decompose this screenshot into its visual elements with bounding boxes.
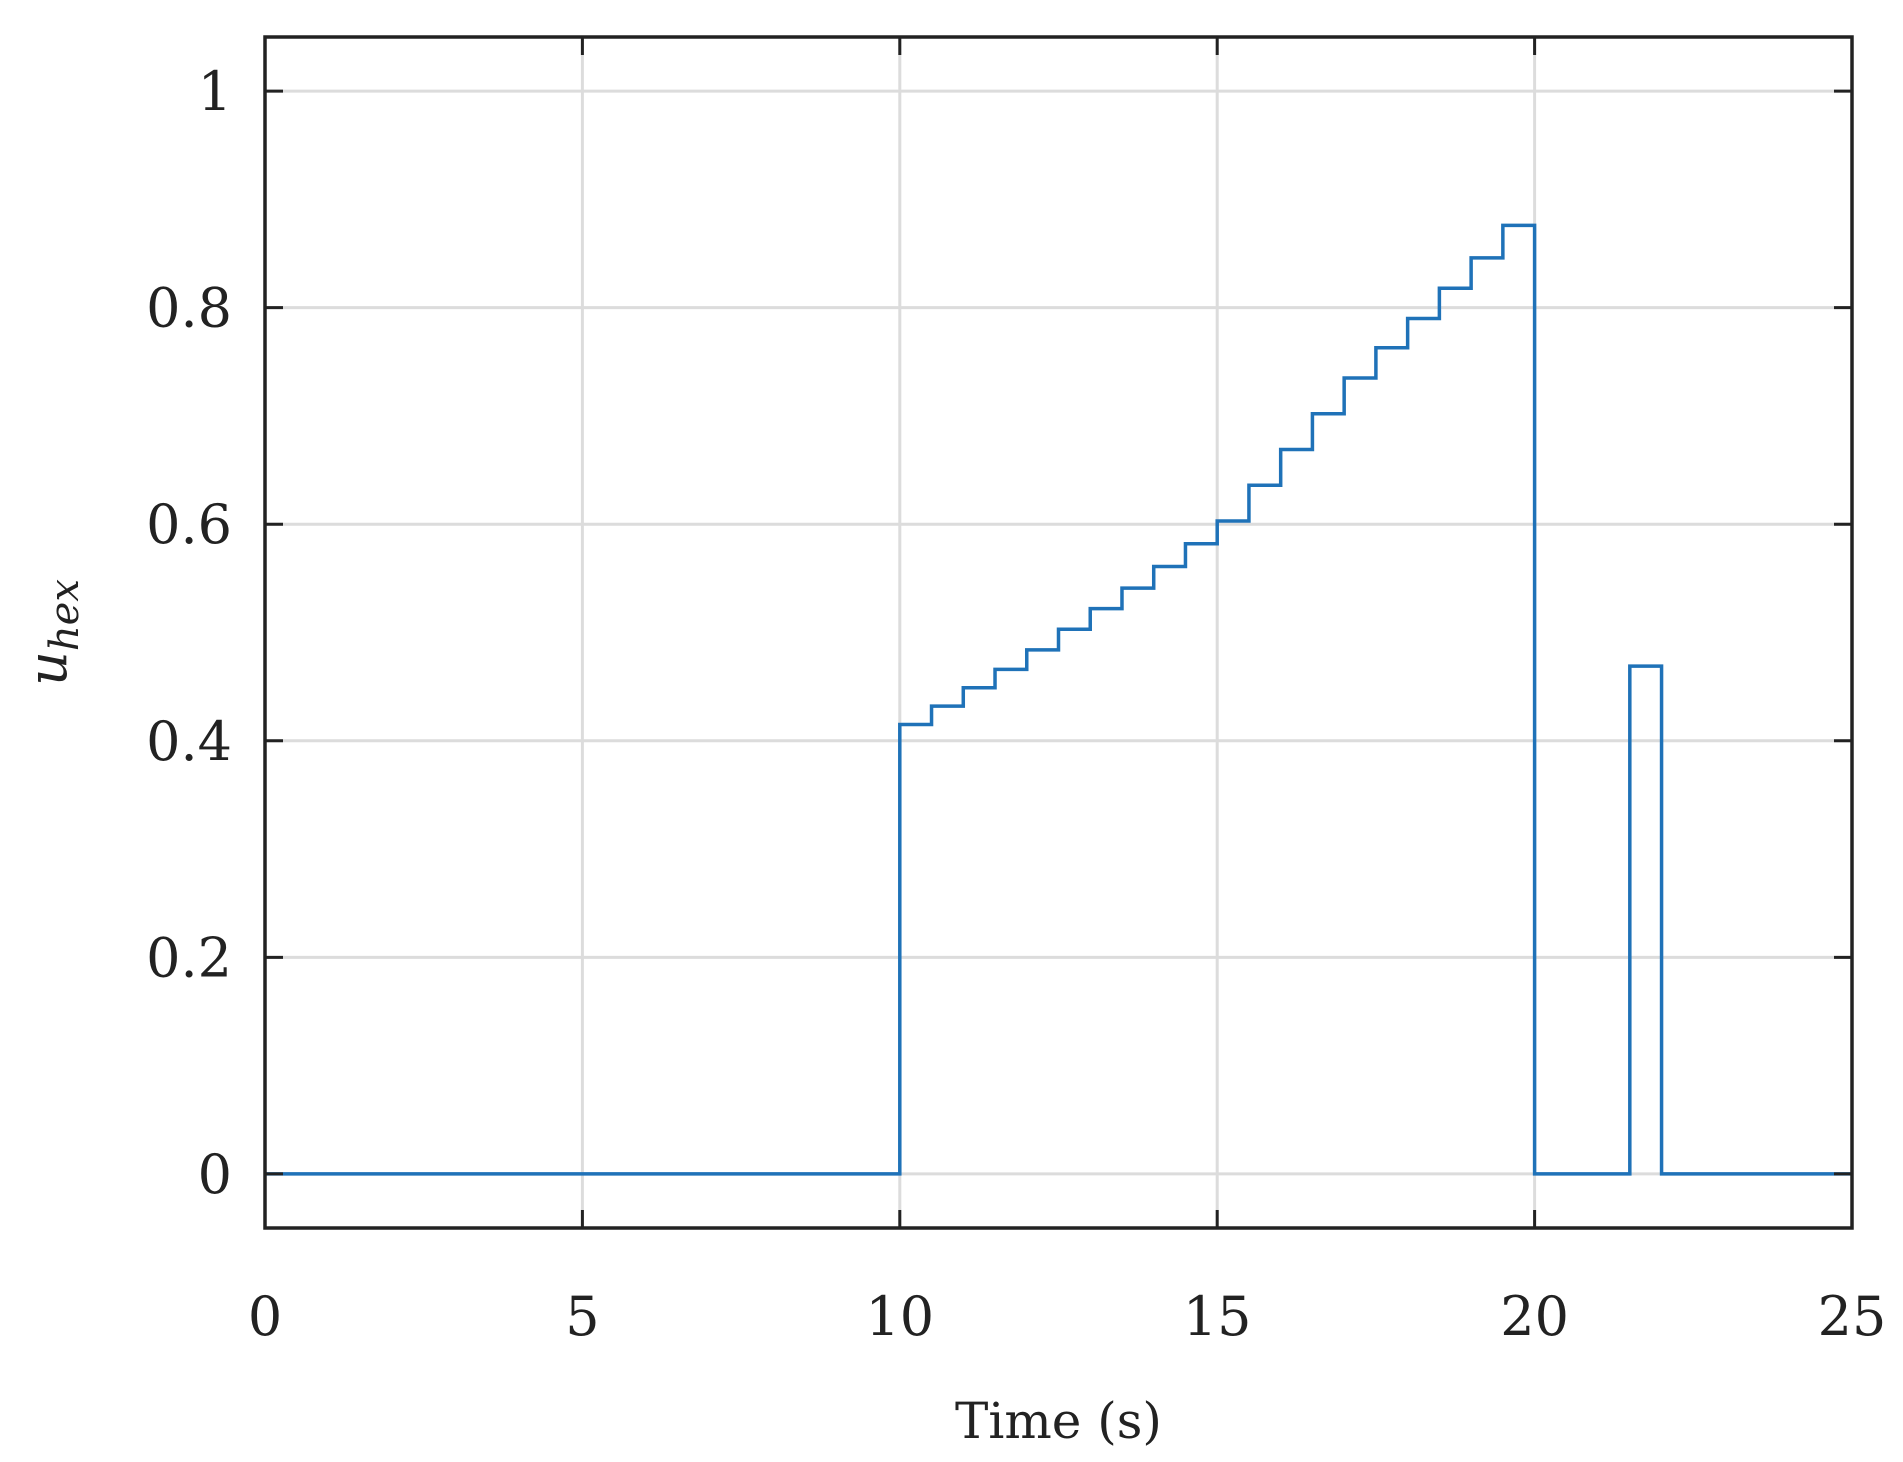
series-layer [265,223,1852,1176]
y-tick-labels: 0 0.2 0.4 0.6 0.8 1 [146,60,232,1206]
y-tick-label: 0.2 [146,926,232,989]
x-tick-label: 20 [1500,1285,1569,1348]
y-tick-label: 0.4 [146,710,232,773]
y-tick-label: 1 [198,60,232,123]
x-tick-label: 10 [865,1285,934,1348]
y-tick-label: 0 [198,1143,232,1206]
x-tick-label: 25 [1818,1285,1887,1348]
x-axis-label: Time (s) [955,1392,1162,1450]
y-tick-label: 0.6 [146,493,232,556]
y-tick-label: 0.8 [146,277,232,340]
x-tick-label: 15 [1183,1285,1252,1348]
y-axis-label: uhex [16,579,88,686]
x-tick-label: 0 [248,1285,282,1348]
x-tick-label: 5 [565,1285,599,1348]
x-tick-labels: 0 5 10 15 20 25 [248,1285,1887,1348]
series-line [265,223,1852,1176]
y-axis-label-subscript: hex [42,579,88,651]
plot-frame [263,35,1854,1230]
y-axis-label-base: u [16,651,79,686]
